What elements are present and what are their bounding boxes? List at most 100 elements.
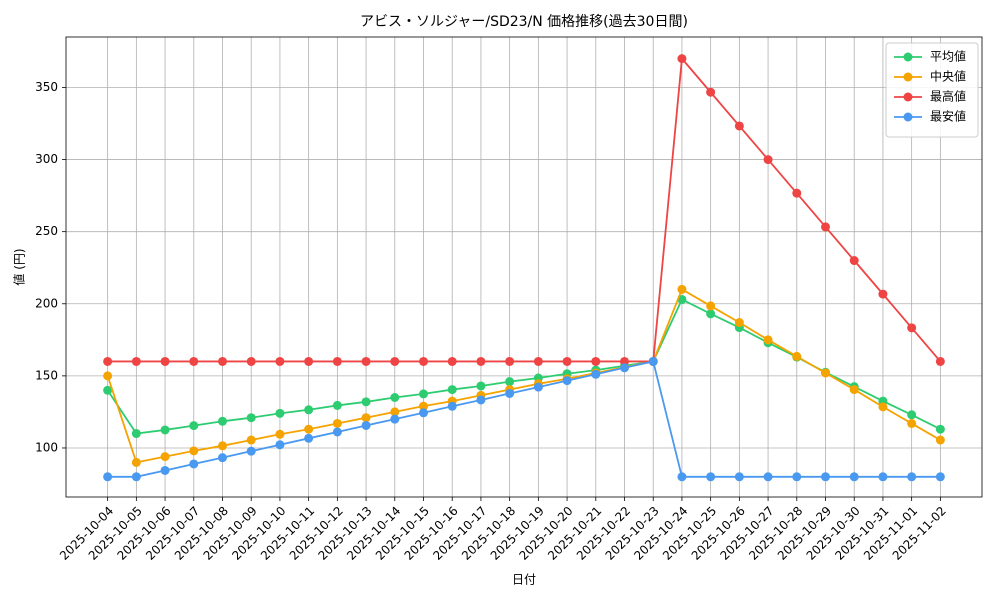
data-point (935, 424, 945, 434)
data-point (734, 318, 744, 328)
data-point (275, 440, 285, 450)
data-point (390, 407, 400, 417)
y-tick-label: 200 (35, 296, 58, 310)
data-point (332, 427, 342, 437)
data-point (648, 356, 658, 366)
y-tick-label: 150 (35, 368, 58, 382)
data-point (706, 472, 716, 482)
data-point (418, 401, 428, 411)
legend-label: 最安値 (930, 109, 966, 124)
data-point (131, 429, 141, 439)
data-point (505, 356, 515, 366)
data-point (935, 472, 945, 482)
data-point (189, 356, 199, 366)
data-point (706, 309, 716, 319)
data-point (160, 356, 170, 366)
data-point (304, 356, 314, 366)
data-point (103, 385, 113, 395)
chart-title: アビス・ソルジャー/SD23/N 価格推移(過去30日間) (360, 14, 688, 30)
data-point (935, 356, 945, 366)
data-point (418, 389, 428, 399)
data-point (418, 408, 428, 418)
data-point (476, 356, 486, 366)
data-point (849, 472, 859, 482)
legend-label: 中央値 (930, 69, 966, 84)
data-point (505, 388, 515, 398)
data-point (418, 356, 428, 366)
data-point (878, 472, 888, 482)
data-point (103, 356, 113, 366)
data-point (217, 356, 227, 366)
y-tick-label: 300 (35, 152, 58, 166)
data-point (217, 416, 227, 426)
data-point (361, 420, 371, 430)
data-point (390, 414, 400, 424)
data-point (447, 356, 457, 366)
y-tick-label: 350 (35, 80, 58, 94)
y-axis-label: 値 (円) (12, 248, 27, 285)
data-point (361, 413, 371, 423)
data-point (878, 402, 888, 412)
data-point (792, 351, 802, 361)
data-point (562, 356, 572, 366)
series-line (107, 56, 942, 363)
data-point (677, 284, 687, 294)
data-point (505, 377, 515, 387)
data-point (447, 401, 457, 411)
data-point (246, 413, 256, 423)
data-point (935, 435, 945, 445)
legend-marker (903, 52, 913, 62)
data-point (189, 421, 199, 431)
legend-label: 平均値 (930, 49, 966, 64)
data-point (131, 472, 141, 482)
data-point (103, 371, 113, 381)
data-point (332, 418, 342, 428)
data-point (821, 472, 831, 482)
data-point (792, 472, 802, 482)
legend-marker (903, 92, 913, 102)
data-point (763, 155, 773, 165)
data-point (361, 397, 371, 407)
series-line (107, 360, 941, 478)
data-point (533, 382, 543, 392)
data-point (131, 457, 141, 467)
data-point (304, 424, 314, 434)
data-point (160, 465, 170, 475)
data-point (677, 472, 687, 482)
data-point (189, 459, 199, 469)
data-point (533, 356, 543, 366)
data-point (907, 323, 917, 333)
data-point (821, 222, 831, 232)
data-point (821, 368, 831, 378)
data-point (907, 418, 917, 428)
y-tick-label: 100 (35, 440, 58, 454)
data-point (304, 405, 314, 415)
data-point (907, 472, 917, 482)
data-point (620, 363, 630, 373)
data-point (217, 453, 227, 463)
data-point (246, 356, 256, 366)
data-point (246, 446, 256, 456)
data-point (246, 435, 256, 445)
data-point (792, 188, 802, 198)
data-point (706, 301, 716, 311)
data-point (447, 385, 457, 395)
data-point (849, 385, 859, 395)
series-line (106, 288, 941, 464)
data-point (677, 54, 687, 64)
data-point (562, 376, 572, 386)
data-point (734, 121, 744, 131)
x-axis-label: 日付 (512, 573, 536, 587)
data-point (160, 425, 170, 435)
data-point (275, 429, 285, 439)
data-point (332, 400, 342, 410)
data-point (734, 472, 744, 482)
data-point (390, 356, 400, 366)
data-point (160, 452, 170, 462)
data-point (361, 356, 371, 366)
data-point (476, 395, 486, 405)
data-point (390, 393, 400, 403)
data-point (275, 408, 285, 418)
data-point (189, 446, 199, 456)
